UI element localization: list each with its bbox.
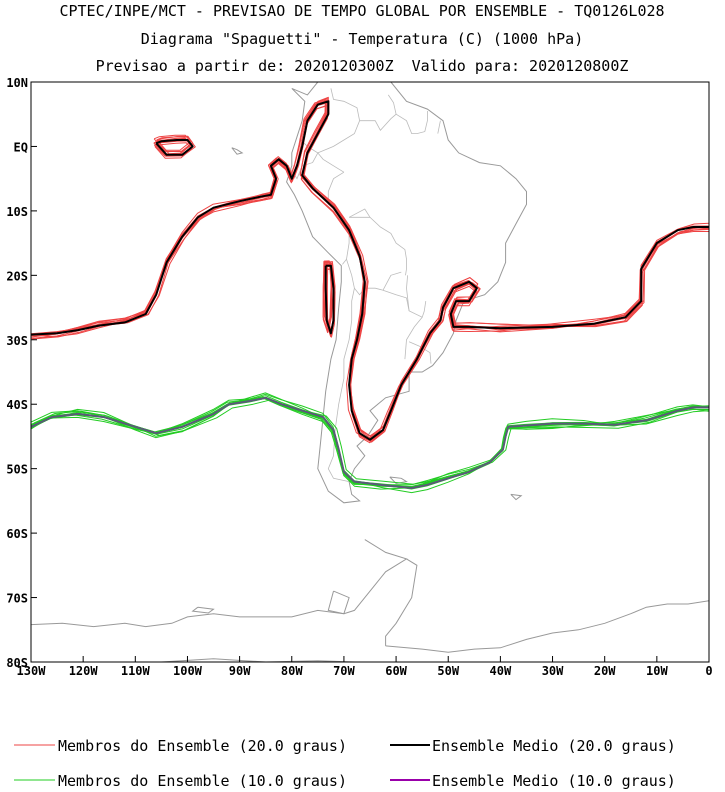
country-border-2 — [395, 111, 428, 134]
ensemble-mean-layer — [31, 100, 709, 489]
ensemble-member-line — [31, 104, 709, 442]
ensemble-member-line — [31, 102, 709, 443]
country-border-7 — [348, 208, 407, 276]
country-border-8 — [346, 259, 402, 296]
coastline-3 — [510, 493, 523, 501]
ensemble-member-line — [31, 101, 709, 441]
coastline-0 — [286, 82, 527, 504]
ensemble-member-line — [156, 135, 194, 153]
country-border-3 — [437, 120, 441, 134]
y-tick-label: 80S — [6, 656, 28, 670]
y-tick-label: 70S — [6, 592, 28, 606]
legend-item-members-20: Membros do Ensemble (20.0 graus) — [14, 737, 347, 755]
ensemble-member-line — [31, 99, 709, 440]
x-tick-label: 90W — [229, 664, 251, 678]
ensemble-member-line — [31, 100, 709, 441]
country-border-11 — [404, 316, 423, 360]
coastline-7 — [327, 590, 350, 615]
x-tick-label: 50W — [437, 664, 459, 678]
y-tick-label: 50S — [6, 463, 28, 477]
coastline-5 — [385, 558, 418, 646]
legend-label-members-20: Membros do Ensemble (20.0 graus) — [58, 737, 347, 755]
coastline-9 — [161, 658, 355, 662]
map-layer — [31, 82, 709, 662]
legend-label-members-10: Membros do Ensemble (10.0 graus) — [58, 772, 347, 790]
legend-item-mean-20: Ensemble Medio (20.0 graus) — [390, 737, 676, 755]
plot-frame — [30, 81, 710, 663]
coastline-1 — [231, 147, 244, 155]
x-axis: 130W 120W 110W 100W 90W 80W 70W 60W 50W 40W 30W 20W… — [17, 656, 713, 678]
legend-item-mean-10: Ensemble Medio (10.0 graus) — [390, 772, 676, 790]
y-axis: 10N EQ 10S 20S 30S 40S 50S 60S 70S 80S — [6, 76, 37, 670]
ensemble-member-line — [31, 397, 709, 486]
y-tick-label: 10N — [6, 76, 28, 90]
ensemble-mean-line-0-1 — [155, 139, 194, 156]
x-tick-label: 80W — [281, 664, 303, 678]
chart-subtitle: Diagrama "Spaguetti" - Temperatura (C) (… — [141, 30, 584, 48]
ensemble-member-line — [31, 397, 709, 490]
x-tick-label: 110W — [121, 664, 151, 678]
chart-title: CPTEC/INPE/MCT - PREVISAO DE TEMPO GLOBA… — [59, 2, 664, 20]
x-tick-label: 40W — [490, 664, 512, 678]
y-tick-label: 30S — [6, 334, 28, 348]
x-tick-label: 0 — [705, 664, 712, 678]
y-tick-label: 40S — [6, 398, 28, 412]
country-border-10 — [382, 289, 427, 318]
country-border-9 — [327, 288, 355, 482]
coastline-4 — [31, 539, 408, 628]
x-tick-label: 10W — [646, 664, 668, 678]
x-tick-label: 30W — [542, 664, 564, 678]
country-border-13 — [406, 275, 410, 311]
ensemble-member-line — [153, 134, 191, 151]
ensemble-mean-line-0-2 — [324, 264, 335, 335]
ensemble-mean-line-1-0 — [31, 396, 709, 489]
legend-label-mean-20: Ensemble Medio (20.0 graus) — [432, 737, 676, 755]
y-tick-label: 10S — [6, 205, 28, 219]
country-border-1 — [359, 94, 397, 131]
ensemble-member-line — [31, 97, 709, 438]
y-tick-label: EQ — [14, 140, 28, 154]
legend-label-mean-10: Ensemble Medio (10.0 graus) — [432, 772, 676, 790]
x-tick-label: 20W — [594, 664, 616, 678]
x-tick-label: 70W — [333, 664, 355, 678]
ensemble-member-line — [31, 99, 709, 441]
coastline-8 — [191, 606, 215, 614]
ensemble-member-line — [32, 105, 709, 444]
x-tick-label: 130W — [17, 664, 47, 678]
ensemble-member-line — [31, 393, 709, 494]
ensemble-member-line — [31, 398, 708, 488]
x-tick-label: 100W — [173, 664, 203, 678]
ensemble-member-line — [31, 100, 709, 437]
ensemble-member-line — [33, 100, 709, 440]
ensemble-members-layer — [31, 96, 709, 494]
y-tick-label: 60S — [6, 527, 28, 541]
legend: Membros do Ensemble (20.0 graus) Ensembl… — [14, 737, 676, 790]
coastline-2 — [389, 476, 408, 485]
coastline-6 — [385, 600, 709, 653]
legend-item-members-10: Membros do Ensemble (10.0 graus) — [14, 772, 347, 790]
ensemble-member-line — [31, 96, 709, 437]
country-border-4 — [299, 138, 345, 173]
chart-subtitle-validity: Previsao a partir de: 2020120300Z Valido… — [96, 57, 629, 75]
y-tick-label: 20S — [6, 269, 28, 283]
x-tick-label: 120W — [69, 664, 99, 678]
ensemble-member-line — [31, 102, 709, 442]
x-tick-label: 60W — [385, 664, 407, 678]
ensemble-member-line — [326, 268, 336, 338]
ensemble-member-line — [33, 399, 709, 485]
ensemble-mean-line-0-0 — [31, 100, 709, 441]
